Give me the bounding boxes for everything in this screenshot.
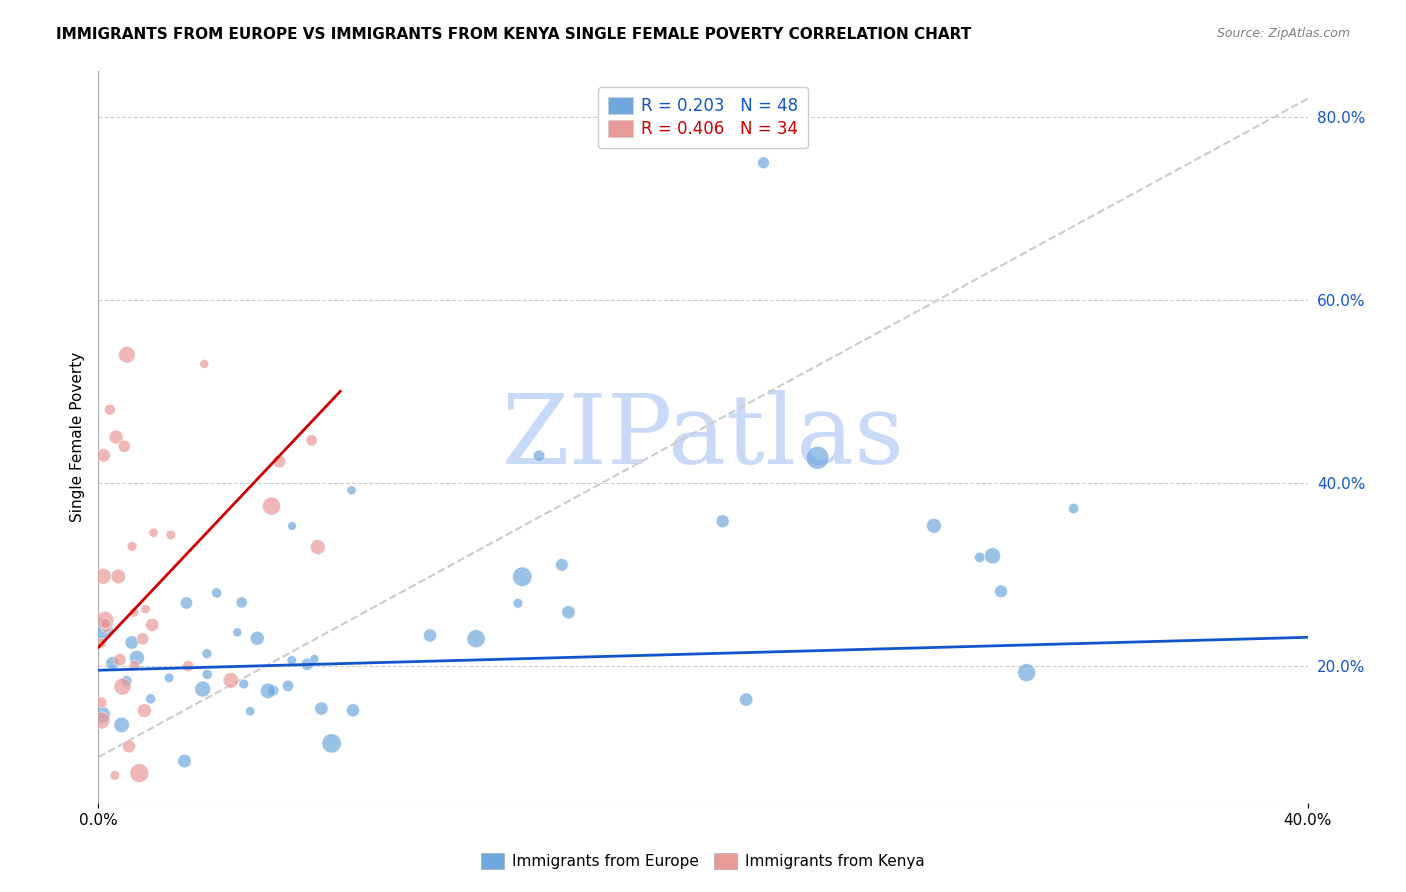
Point bbox=[90, 695, 112, 709]
Point bbox=[159, 528, 181, 542]
Text: IMMIGRANTS FROM EUROPE VS IMMIGRANTS FROM KENYA SINGLE FEMALE POVERTY CORRELATIO: IMMIGRANTS FROM EUROPE VS IMMIGRANTS FRO… bbox=[56, 27, 972, 42]
Point bbox=[191, 681, 214, 696]
Point bbox=[246, 631, 269, 645]
Point bbox=[269, 454, 291, 468]
Point bbox=[342, 703, 364, 717]
Point bbox=[105, 430, 128, 444]
Point bbox=[262, 683, 284, 698]
Point bbox=[226, 625, 249, 640]
Point bbox=[121, 635, 143, 649]
Point bbox=[107, 569, 129, 583]
Point bbox=[257, 683, 280, 698]
Legend: Immigrants from Europe, Immigrants from Kenya: Immigrants from Europe, Immigrants from … bbox=[475, 847, 931, 875]
Point bbox=[176, 596, 198, 610]
Point bbox=[118, 739, 141, 754]
Point bbox=[177, 659, 200, 673]
Point bbox=[304, 652, 326, 666]
Point bbox=[922, 518, 945, 533]
Point bbox=[94, 620, 117, 634]
Point bbox=[91, 569, 114, 583]
Point bbox=[557, 605, 579, 619]
Point bbox=[752, 155, 775, 169]
Point bbox=[735, 692, 758, 706]
Point bbox=[112, 439, 135, 453]
Point bbox=[108, 653, 131, 667]
Point bbox=[93, 449, 115, 463]
Text: ZIPatlas: ZIPatlas bbox=[502, 390, 904, 484]
Point bbox=[90, 636, 112, 650]
Point bbox=[711, 514, 734, 528]
Y-axis label: Single Female Poverty: Single Female Poverty bbox=[69, 352, 84, 522]
Point bbox=[260, 499, 283, 513]
Point bbox=[321, 736, 343, 750]
Point bbox=[94, 616, 117, 631]
Point bbox=[340, 483, 363, 498]
Point bbox=[124, 658, 146, 673]
Point bbox=[297, 657, 319, 672]
Point bbox=[110, 718, 132, 732]
Point bbox=[104, 768, 127, 782]
Point bbox=[98, 402, 121, 417]
Point bbox=[131, 632, 153, 646]
Point bbox=[115, 348, 138, 362]
Point bbox=[142, 525, 165, 540]
Point bbox=[128, 766, 150, 780]
Point bbox=[806, 450, 828, 465]
Legend: R = 0.203   N = 48, R = 0.406   N = 34: R = 0.203 N = 48, R = 0.406 N = 34 bbox=[598, 87, 808, 148]
Point bbox=[301, 434, 323, 448]
Text: Source: ZipAtlas.com: Source: ZipAtlas.com bbox=[1216, 27, 1350, 40]
Point bbox=[121, 540, 143, 554]
Point bbox=[969, 550, 991, 565]
Point bbox=[195, 667, 218, 681]
Point bbox=[122, 606, 145, 620]
Point bbox=[232, 677, 254, 691]
Point bbox=[311, 701, 333, 715]
Point bbox=[111, 680, 134, 694]
Point bbox=[527, 449, 550, 463]
Point bbox=[135, 602, 157, 616]
Point bbox=[134, 704, 156, 718]
Point bbox=[506, 596, 529, 610]
Point bbox=[94, 613, 117, 627]
Point bbox=[307, 540, 329, 554]
Point bbox=[205, 586, 228, 600]
Point bbox=[551, 558, 574, 572]
Point bbox=[510, 570, 533, 584]
Point bbox=[419, 628, 441, 642]
Point bbox=[173, 754, 195, 768]
Point bbox=[90, 623, 112, 637]
Point bbox=[981, 549, 1004, 563]
Point bbox=[281, 653, 304, 667]
Point bbox=[139, 691, 162, 706]
Point bbox=[90, 714, 112, 728]
Point bbox=[115, 674, 138, 689]
Point bbox=[281, 519, 304, 533]
Point bbox=[1063, 501, 1085, 516]
Point bbox=[219, 673, 242, 688]
Point bbox=[90, 707, 112, 722]
Point bbox=[465, 632, 488, 646]
Point bbox=[239, 704, 262, 718]
Point bbox=[101, 657, 124, 671]
Point bbox=[193, 357, 215, 371]
Point bbox=[1015, 665, 1038, 680]
Point bbox=[990, 584, 1012, 599]
Point bbox=[231, 595, 253, 609]
Point bbox=[195, 647, 218, 661]
Point bbox=[277, 679, 299, 693]
Point bbox=[141, 618, 163, 632]
Point bbox=[125, 650, 148, 665]
Point bbox=[157, 671, 180, 685]
